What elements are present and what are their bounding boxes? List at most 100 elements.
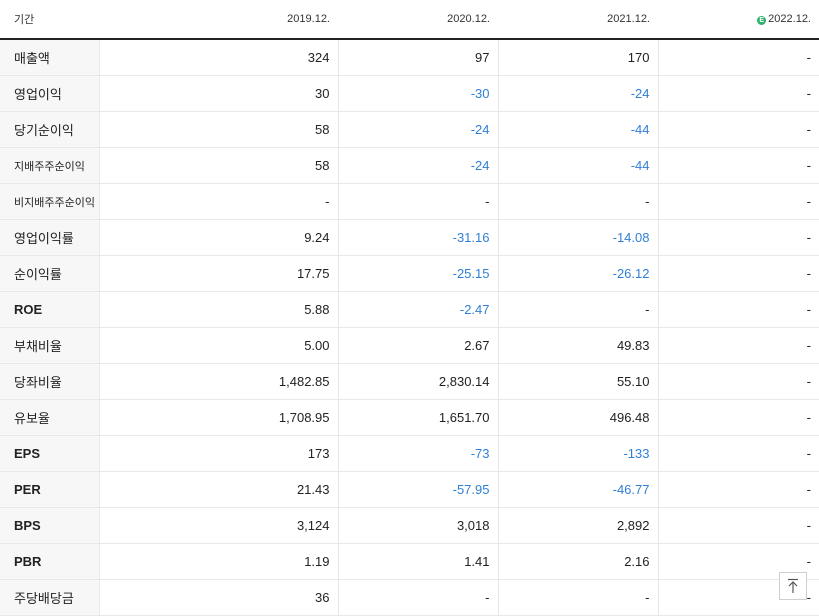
value-cell: -2.47	[337, 291, 498, 328]
value-cell: -	[497, 579, 658, 616]
value-cell: -	[657, 327, 819, 364]
value-cell: -57.95	[337, 471, 498, 508]
table-row: 당좌비율 1,482.85 2,830.14 55.10-	[0, 363, 819, 400]
table-row: 유보율 1,708.95 1,651.70 496.48-	[0, 399, 819, 436]
row-label: 순이익률	[0, 255, 99, 292]
table-row: 매출액 324 97 170-	[0, 39, 819, 76]
value-cell: -	[497, 291, 658, 328]
value-cell: -44	[497, 147, 658, 184]
value-cell: -	[657, 399, 819, 436]
table-row: 주당배당금 36- - -	[0, 579, 819, 616]
value-cell: -31.16	[337, 219, 498, 256]
row-label: 영업이익	[0, 75, 99, 112]
value-cell: -	[657, 219, 819, 256]
value-cell: -26.12	[497, 255, 658, 292]
table-row: 순이익률 17.75 -25.15 -26.12-	[0, 255, 819, 292]
value-cell: -	[657, 363, 819, 400]
value-cell: 1,651.70	[337, 399, 498, 436]
value-cell: 9.24	[98, 219, 338, 256]
value-cell: 2.67	[337, 327, 498, 364]
value-cell: 49.83	[497, 327, 658, 364]
table-row: PER 21.43 -57.95 -46.77-	[0, 471, 819, 508]
row-label: EPS	[0, 435, 99, 472]
value-cell: -	[657, 435, 819, 472]
row-label: 당좌비율	[0, 363, 99, 400]
value-cell: -	[337, 183, 498, 220]
value-cell: 36	[98, 579, 338, 616]
value-cell: 58	[98, 111, 338, 148]
row-label: PBR	[0, 543, 99, 580]
table-row: ROE 5.88 -2.47- -	[0, 291, 819, 328]
period-label: 기간	[0, 0, 99, 40]
value-cell: -	[337, 579, 498, 616]
table-row: 비지배주주순이익 - - - -	[0, 183, 819, 220]
value-cell: 170	[497, 39, 658, 76]
table-row: 지배주주순이익 58 -24 -44-	[0, 147, 819, 184]
value-cell: -	[657, 291, 819, 328]
row-label: 당기순이익	[0, 111, 99, 148]
value-cell: -24	[337, 111, 498, 148]
value-cell: -30	[337, 75, 498, 112]
table-row: 부채비율 5.00 2.67 49.83-	[0, 327, 819, 364]
row-label: 영업이익률	[0, 219, 99, 256]
value-cell: 5.88	[98, 291, 338, 328]
period-2022: 2022.12.	[768, 13, 811, 25]
value-cell: -	[657, 471, 819, 508]
period-2021: 2021.12.	[498, 0, 658, 40]
row-label: BPS	[0, 507, 99, 544]
period-2022-estimate: E 2022.12.	[658, 0, 819, 40]
value-cell: -	[657, 147, 819, 184]
value-cell: 2,892	[497, 507, 658, 544]
period-2020: 2020.12.	[338, 0, 498, 40]
value-cell: -	[98, 183, 338, 220]
value-cell: 496.48	[497, 399, 658, 436]
value-cell: 324	[98, 39, 338, 76]
value-cell: -	[657, 75, 819, 112]
value-cell: -133	[497, 435, 658, 472]
value-cell: 5.00	[98, 327, 338, 364]
value-cell: -	[657, 183, 819, 220]
estimate-icon: E	[757, 16, 767, 25]
row-label: PER	[0, 471, 99, 508]
value-cell: 1.19	[98, 543, 338, 580]
table-row: 당기순이익 58 -24 -44-	[0, 111, 819, 148]
value-cell: 1,482.85	[98, 363, 338, 400]
row-label: ROE	[0, 291, 99, 328]
value-cell: 21.43	[98, 471, 338, 508]
header-row: 기간 2019.12. 2020.12. 2021.12. E 2022.12.	[0, 0, 819, 40]
row-label: 주당배당금	[0, 579, 99, 616]
value-cell: -24	[337, 147, 498, 184]
value-cell: -44	[497, 111, 658, 148]
row-label: 비지배주주순이익	[0, 183, 99, 220]
row-label: 지배주주순이익	[0, 147, 99, 184]
value-cell: -	[657, 255, 819, 292]
value-cell: -	[657, 507, 819, 544]
value-cell: -	[657, 39, 819, 76]
value-cell: 30	[98, 75, 338, 112]
table-row: PBR 1.19 1.41 2.16-	[0, 543, 819, 580]
value-cell: 17.75	[98, 255, 338, 292]
arrow-up-to-top-icon	[788, 578, 798, 593]
value-cell: 1.41	[337, 543, 498, 580]
value-cell: -24	[497, 75, 658, 112]
value-cell: 3,124	[98, 507, 338, 544]
row-label: 유보율	[0, 399, 99, 436]
table-row: BPS 3,124 3,018 2,892-	[0, 507, 819, 544]
value-cell: -	[497, 183, 658, 220]
period-2019: 2019.12.	[99, 0, 338, 40]
value-cell: 2,830.14	[337, 363, 498, 400]
value-cell: 1,708.95	[98, 399, 338, 436]
value-cell: 58	[98, 147, 338, 184]
value-cell: -73	[337, 435, 498, 472]
row-label: 부채비율	[0, 327, 99, 364]
table-row: 영업이익률 9.24 -31.16 -14.08-	[0, 219, 819, 256]
scroll-to-top-button[interactable]	[779, 572, 807, 600]
value-cell: 2.16	[497, 543, 658, 580]
row-label: 매출액	[0, 39, 99, 76]
value-cell: 55.10	[497, 363, 658, 400]
value-cell: -46.77	[497, 471, 658, 508]
table-row: EPS 173 -73 -133-	[0, 435, 819, 472]
value-cell: 3,018	[337, 507, 498, 544]
value-cell: -25.15	[337, 255, 498, 292]
